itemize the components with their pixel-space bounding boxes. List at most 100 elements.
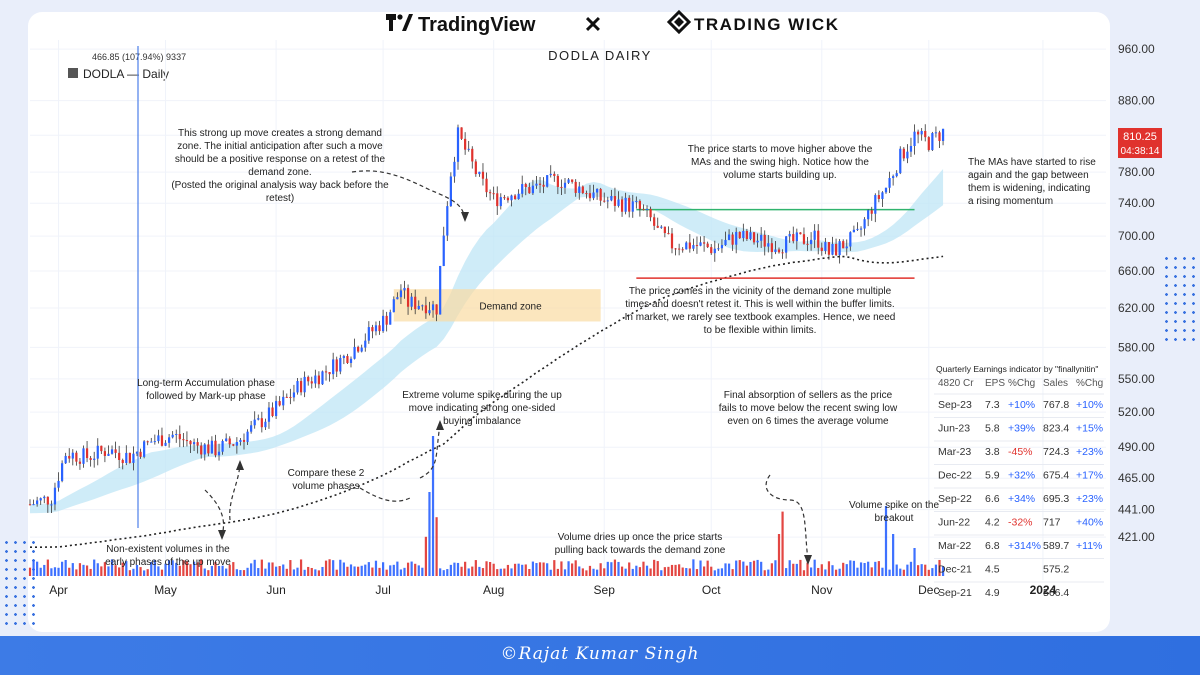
candle-body xyxy=(710,247,713,254)
candle-body xyxy=(788,234,791,237)
candle-body xyxy=(442,235,445,266)
candle-body xyxy=(132,453,135,463)
candle-body xyxy=(271,407,274,417)
candle-body xyxy=(53,487,57,505)
annotation-breakout-line: breakout xyxy=(875,513,914,524)
volume-bar xyxy=(478,566,481,576)
x-tick-label: Nov xyxy=(811,583,832,597)
volume-bar xyxy=(906,564,909,576)
earnings-cell: 6.8 xyxy=(985,540,1000,552)
volume-bar xyxy=(685,568,688,576)
volume-bar xyxy=(360,565,363,576)
earnings-cell: Mar-23 xyxy=(938,446,971,458)
volume-bar xyxy=(43,564,46,576)
annotation-vicinity-line: times and doesn't retest it. This is wel… xyxy=(625,299,894,310)
trading-wick-logo: TRADING WICK xyxy=(666,9,839,35)
candle-body xyxy=(938,132,941,141)
candle-body xyxy=(107,453,110,456)
volume-bar xyxy=(310,567,313,576)
candle-body xyxy=(631,201,634,212)
volume-bar xyxy=(649,568,652,576)
volume-bar xyxy=(660,570,663,576)
earnings-cell: +10% xyxy=(1076,399,1103,411)
volume-bar xyxy=(324,560,328,576)
annotation-strong-move-line: retest) xyxy=(266,193,294,204)
volume-bar xyxy=(189,564,192,576)
trading-wick-label: TRADING WICK xyxy=(694,15,839,34)
candle-body xyxy=(189,440,192,445)
candle-body xyxy=(250,425,253,432)
volume-bar xyxy=(884,506,888,576)
price-tag-value: 810.25 xyxy=(1123,131,1157,143)
candle-body xyxy=(599,188,602,201)
annotation-extreme-volume-line: move indicating strong one-sided xyxy=(409,403,556,414)
candle-body xyxy=(242,439,246,442)
candle-body xyxy=(578,186,581,193)
candle-body xyxy=(563,182,567,188)
candle-body xyxy=(742,230,745,239)
candle-body xyxy=(57,480,60,488)
candle-body xyxy=(178,433,181,440)
volume-bar xyxy=(838,568,841,576)
annotation-absorption-line: even on 6 times the average volume xyxy=(727,416,889,427)
earnings-cell: 3.8 xyxy=(985,446,1000,458)
earnings-cell: 695.3 xyxy=(1043,493,1069,505)
volume-bar xyxy=(571,563,574,576)
volume-bar xyxy=(916,565,920,576)
volume-bar xyxy=(150,561,153,576)
volume-bar xyxy=(831,565,834,576)
volume-bar xyxy=(902,569,905,576)
earnings-cell: 7.3 xyxy=(985,399,1000,411)
candle-body xyxy=(649,208,652,218)
annotation-dries-up-line: Volume dries up once the price starts xyxy=(558,532,723,543)
candle-body xyxy=(364,340,367,348)
candle-body xyxy=(581,186,584,194)
candle-body xyxy=(485,178,488,193)
candle-body xyxy=(39,498,42,501)
annotation-extreme-volume-line: buying imbalance xyxy=(443,416,521,427)
candle-body xyxy=(731,234,734,245)
candle-body xyxy=(103,451,107,456)
earnings-cell: 724.3 xyxy=(1043,446,1069,458)
candle-body xyxy=(820,247,823,251)
volume-bar xyxy=(456,562,460,576)
volume-bar xyxy=(920,564,923,576)
volume-bar xyxy=(453,562,456,576)
price-tag xyxy=(1118,128,1162,158)
volume-bar xyxy=(528,569,531,576)
volume-bar xyxy=(299,559,303,576)
volume-bar xyxy=(724,563,727,576)
annotation-breakout: Volume spike on the breakout xyxy=(849,500,939,524)
candle-body xyxy=(499,197,502,207)
candle-body xyxy=(592,192,595,199)
volume-bar xyxy=(403,567,406,576)
y-tick-label: 660.00 xyxy=(1118,264,1155,278)
candle-body xyxy=(64,455,67,464)
candle-body xyxy=(150,441,153,443)
decor-dots-left xyxy=(2,538,38,628)
volume-bar xyxy=(678,564,681,576)
volume-bar xyxy=(827,561,831,576)
volume-bar xyxy=(510,568,513,576)
candle-body xyxy=(574,181,577,193)
candle-body xyxy=(713,248,716,254)
volume-bar xyxy=(146,569,149,576)
candle-body xyxy=(299,381,303,393)
volume-bar xyxy=(28,567,32,576)
candle-body xyxy=(185,440,189,442)
candle-body xyxy=(471,148,474,162)
volume-bar xyxy=(517,563,520,576)
volume-bar xyxy=(631,568,634,576)
candle-body xyxy=(888,178,891,188)
candle-body xyxy=(881,192,884,199)
volume-bar xyxy=(710,566,713,576)
candle-body xyxy=(417,305,420,310)
volume-bar xyxy=(125,561,128,576)
candle-body xyxy=(542,184,545,187)
volume-bar xyxy=(107,566,110,576)
annotation-dries-up: Volume dries up once the price starts pul… xyxy=(555,532,726,556)
candle-body xyxy=(549,173,552,176)
earnings-cell: 675.4 xyxy=(1043,470,1069,482)
volume-bar xyxy=(178,565,181,576)
